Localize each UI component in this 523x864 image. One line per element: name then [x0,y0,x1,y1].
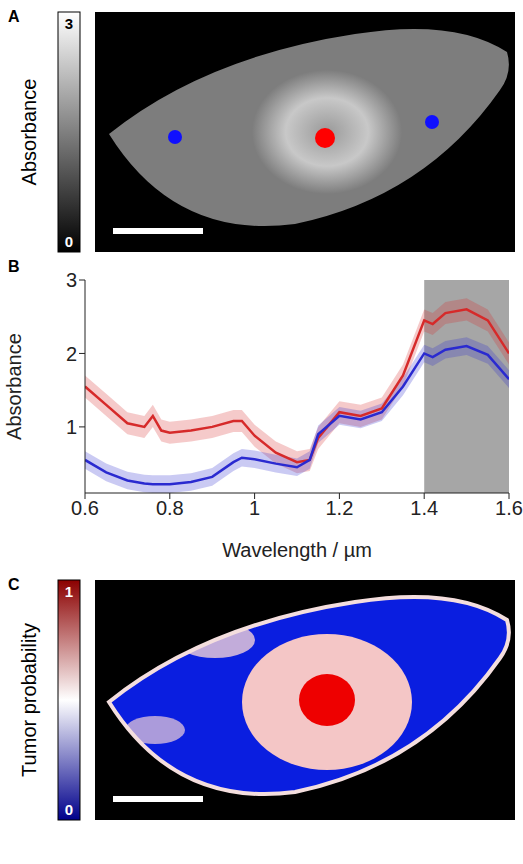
svg-text:Wavelength / µm: Wavelength / µm [222,539,372,561]
svg-text:0.8: 0.8 [156,497,184,519]
svg-text:Absorbance: Absorbance [3,333,25,440]
svg-text:1.4: 1.4 [410,497,438,519]
svg-text:1.6: 1.6 [495,497,523,519]
svg-text:2: 2 [66,343,77,365]
svg-text:0: 0 [65,801,73,818]
svg-text:3: 3 [65,15,73,32]
svg-text:0: 0 [65,233,73,250]
svg-text:Tumor probability: Tumor probability [18,623,40,777]
html-text:B: B [8,258,20,275]
svg-text:C: C [8,576,20,593]
svg-text:0.6: 0.6 [71,497,99,519]
svg-text:1: 1 [249,497,260,519]
svg-text:A: A [8,8,20,25]
svg-text:1: 1 [66,416,77,438]
svg-text:Absorbance: Absorbance [18,79,40,186]
svg-text:1.2: 1.2 [325,497,353,519]
svg-text:3: 3 [66,269,77,291]
svg-text:1: 1 [65,583,73,600]
